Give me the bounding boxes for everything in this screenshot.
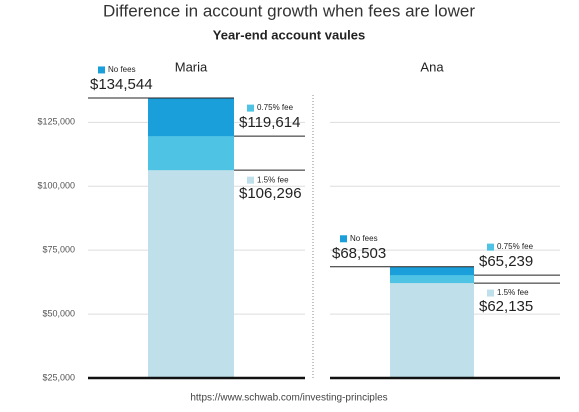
legend-swatch xyxy=(487,243,494,251)
legend-swatch xyxy=(340,235,347,243)
value-label: $62,135 xyxy=(479,298,533,315)
legend-label: 1.5% fee xyxy=(257,175,289,184)
value-label: $134,544 xyxy=(90,76,153,93)
legend-swatch xyxy=(247,104,254,112)
y-tick-label: $100,000 xyxy=(37,181,75,191)
legend-label: No fees xyxy=(108,65,136,74)
legend-label: 1.5% fee xyxy=(497,288,529,297)
legend-swatch xyxy=(487,289,494,297)
legend-swatch xyxy=(247,176,254,184)
category-label: Ana xyxy=(420,59,444,74)
value-label: $68,503 xyxy=(332,245,386,262)
legend-label: 0.75% fee xyxy=(497,242,534,251)
value-label: $65,239 xyxy=(479,253,533,270)
category-label: Maria xyxy=(175,59,208,74)
legend-label: 0.75% fee xyxy=(257,103,294,112)
bar xyxy=(390,283,474,378)
y-tick-label: $75,000 xyxy=(42,245,75,255)
legend-swatch xyxy=(98,66,105,74)
source: https://www.schwab.com/investing-princip… xyxy=(190,393,387,404)
legend-label: No fees xyxy=(350,234,378,243)
bar xyxy=(148,170,234,378)
y-tick-label: $125,000 xyxy=(37,117,75,127)
value-label: $119,614 xyxy=(239,114,300,131)
chart-subtitle: Year-end account vaules xyxy=(213,27,365,42)
y-tick-label: $25,000 xyxy=(42,372,75,382)
chart-title: Difference in account growth when fees a… xyxy=(103,1,475,20)
value-label: $106,296 xyxy=(239,185,302,202)
y-tick-label: $50,000 xyxy=(42,308,75,318)
